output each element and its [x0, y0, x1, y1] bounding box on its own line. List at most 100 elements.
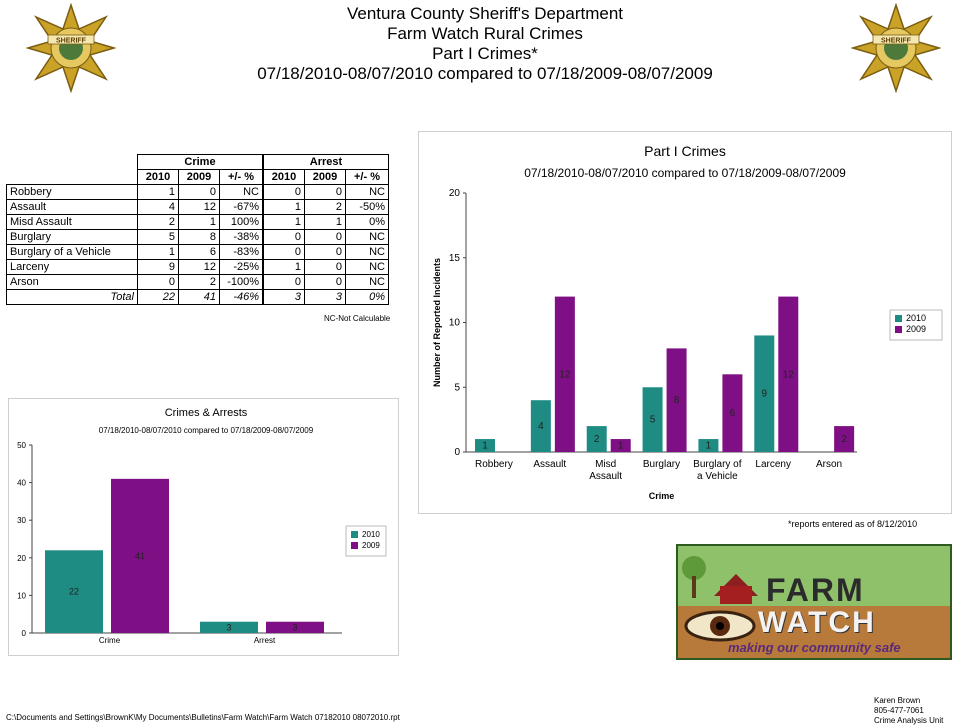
table-cell: 0 [304, 259, 346, 275]
y-tick-label: 20 [17, 554, 26, 563]
x-category-label: Burglary [643, 459, 680, 470]
legend-label: 2009 [362, 541, 380, 550]
bar-2010 [475, 439, 495, 452]
author-unit: Crime Analysis Unit [874, 716, 944, 725]
table-cell: 0 [137, 274, 179, 290]
table-cell: 0 [304, 274, 346, 290]
table-cell: 0 [262, 244, 305, 260]
y-tick-label: 0 [22, 629, 27, 638]
x-category-label: Assault [589, 471, 622, 482]
arrest-group-header: Arrest [262, 154, 389, 170]
table-cell: -100% [219, 274, 264, 290]
table-cell: 6 [178, 244, 220, 260]
col-header: +/- % [219, 169, 264, 185]
y-tick-label: 20 [449, 188, 461, 199]
table-row: Misd Assault 2 1 100% 1 1 0% [6, 214, 389, 230]
row-label: Larceny [6, 259, 138, 275]
bar-value-label: 41 [135, 551, 145, 561]
table-cell: 12 [178, 199, 220, 215]
table-cell: NC [345, 184, 389, 200]
table-cell: 1 [304, 214, 346, 230]
table-cell: 3 [262, 289, 305, 305]
row-label: Assault [6, 199, 138, 215]
logo-tagline: making our community safe [728, 640, 901, 655]
author-phone: 805-477-7061 [874, 706, 924, 715]
bar-2010 [698, 439, 719, 452]
sheriff-badge-left-icon: SHERIFF [26, 3, 116, 93]
row-label: Robbery [6, 184, 138, 200]
legend-label: 2010 [362, 530, 380, 539]
row-label: Burglary of a Vehicle [6, 244, 138, 260]
bar-value-label: 4 [538, 421, 544, 432]
col-header: 2009 [304, 169, 346, 185]
table-cell: 1 [137, 244, 179, 260]
part1-crimes-chart-panel: Part I Crimes 07/18/2010-08/07/2010 compa… [418, 131, 952, 514]
table-row: Arson 0 2 -100% 0 0 NC [6, 274, 389, 290]
table-cell: -83% [219, 244, 264, 260]
report-category: Part I Crimes* [432, 44, 538, 63]
bar-value-label: 22 [69, 587, 79, 597]
table-cell: 1 [262, 199, 305, 215]
table-cell: -50% [345, 199, 389, 215]
table-cell: 2 [304, 199, 346, 215]
bar-2009 [266, 621, 324, 633]
bar-2010 [530, 400, 551, 452]
y-tick-label: 10 [449, 318, 461, 329]
table-cell: 22 [137, 289, 179, 305]
y-tick-label: 0 [454, 447, 460, 458]
table-cell: 3 [304, 289, 346, 305]
table-row: Burglary 5 8 -38% 0 0 NC [6, 229, 389, 245]
x-category-label: Misd [595, 459, 616, 470]
bar-value-label: 1 [706, 441, 712, 452]
report-subtitle: Farm Watch Rural Crimes [387, 24, 583, 43]
legend-swatch [351, 542, 358, 549]
chart-subtitle: 07/18/2010-08/07/2010 compared to 07/18/… [524, 166, 846, 180]
bar-value-label: 2 [594, 434, 600, 445]
badge-text: SHERIFF [56, 38, 87, 45]
table-cell: 1 [262, 259, 305, 275]
table-cell: NC [219, 184, 264, 200]
legend-swatch [351, 531, 358, 538]
crime-group-header: Crime [137, 154, 264, 170]
chart-subtitle: 07/18/2010-08/07/2010 compared to 07/18/… [99, 426, 314, 435]
table-cell: 0 [262, 274, 305, 290]
table-row: Burglary of a Vehicle 1 6 -83% 0 0 NC [6, 244, 389, 260]
bar-value-label: 6 [730, 408, 736, 419]
y-tick-label: 30 [17, 516, 26, 525]
table-cell: 0% [345, 214, 389, 230]
x-category-label: Crime [99, 636, 121, 645]
y-tick-label: 50 [17, 441, 26, 450]
y-tick-label: 40 [17, 479, 26, 488]
logo-watch-text: WATCH [758, 606, 876, 639]
bar-value-label: 9 [762, 389, 768, 400]
bar-2009 [834, 426, 855, 452]
sheriff-badge-right-icon: SHERIFF [851, 3, 941, 93]
table-cell: 41 [178, 289, 220, 305]
part1-crimes-chart: Part I Crimes 07/18/2010-08/07/2010 compa… [432, 143, 943, 501]
table-cell: -38% [219, 229, 264, 245]
x-category-label: Arrest [254, 636, 276, 645]
table-cell: 0 [304, 229, 346, 245]
bar-value-label: 12 [559, 369, 571, 380]
x-category-label: a Vehicle [697, 471, 738, 482]
chart-title: Crimes & Arrests [165, 407, 248, 419]
bar-value-label: 5 [650, 415, 656, 426]
table-cell: 1 [262, 214, 305, 230]
col-header: 2010 [262, 169, 305, 185]
legend-swatch [895, 326, 902, 333]
table-cell: 8 [178, 229, 220, 245]
table-cell: 2 [137, 214, 179, 230]
bar-value-label: 8 [674, 395, 680, 406]
y-axis-label: Number of Reported Incidents [432, 258, 442, 387]
crimes-arrests-chart: Crimes & Arrests 07/18/2010-08/07/2010 co… [17, 407, 387, 645]
row-label: Total [6, 289, 138, 305]
bar-2009 [722, 374, 743, 452]
footnote: *reports entered as of 8/12/2010 [788, 519, 918, 529]
row-label: Misd Assault [6, 214, 138, 230]
chart-title: Part I Crimes [644, 143, 726, 159]
bar-2010 [586, 426, 607, 452]
report-date-range: 07/18/2010-08/07/2010 compared to 07/18/… [257, 64, 713, 83]
bar-2009 [666, 348, 687, 452]
table-cell: 0 [304, 244, 346, 260]
bar-value-label: 3 [226, 622, 231, 632]
